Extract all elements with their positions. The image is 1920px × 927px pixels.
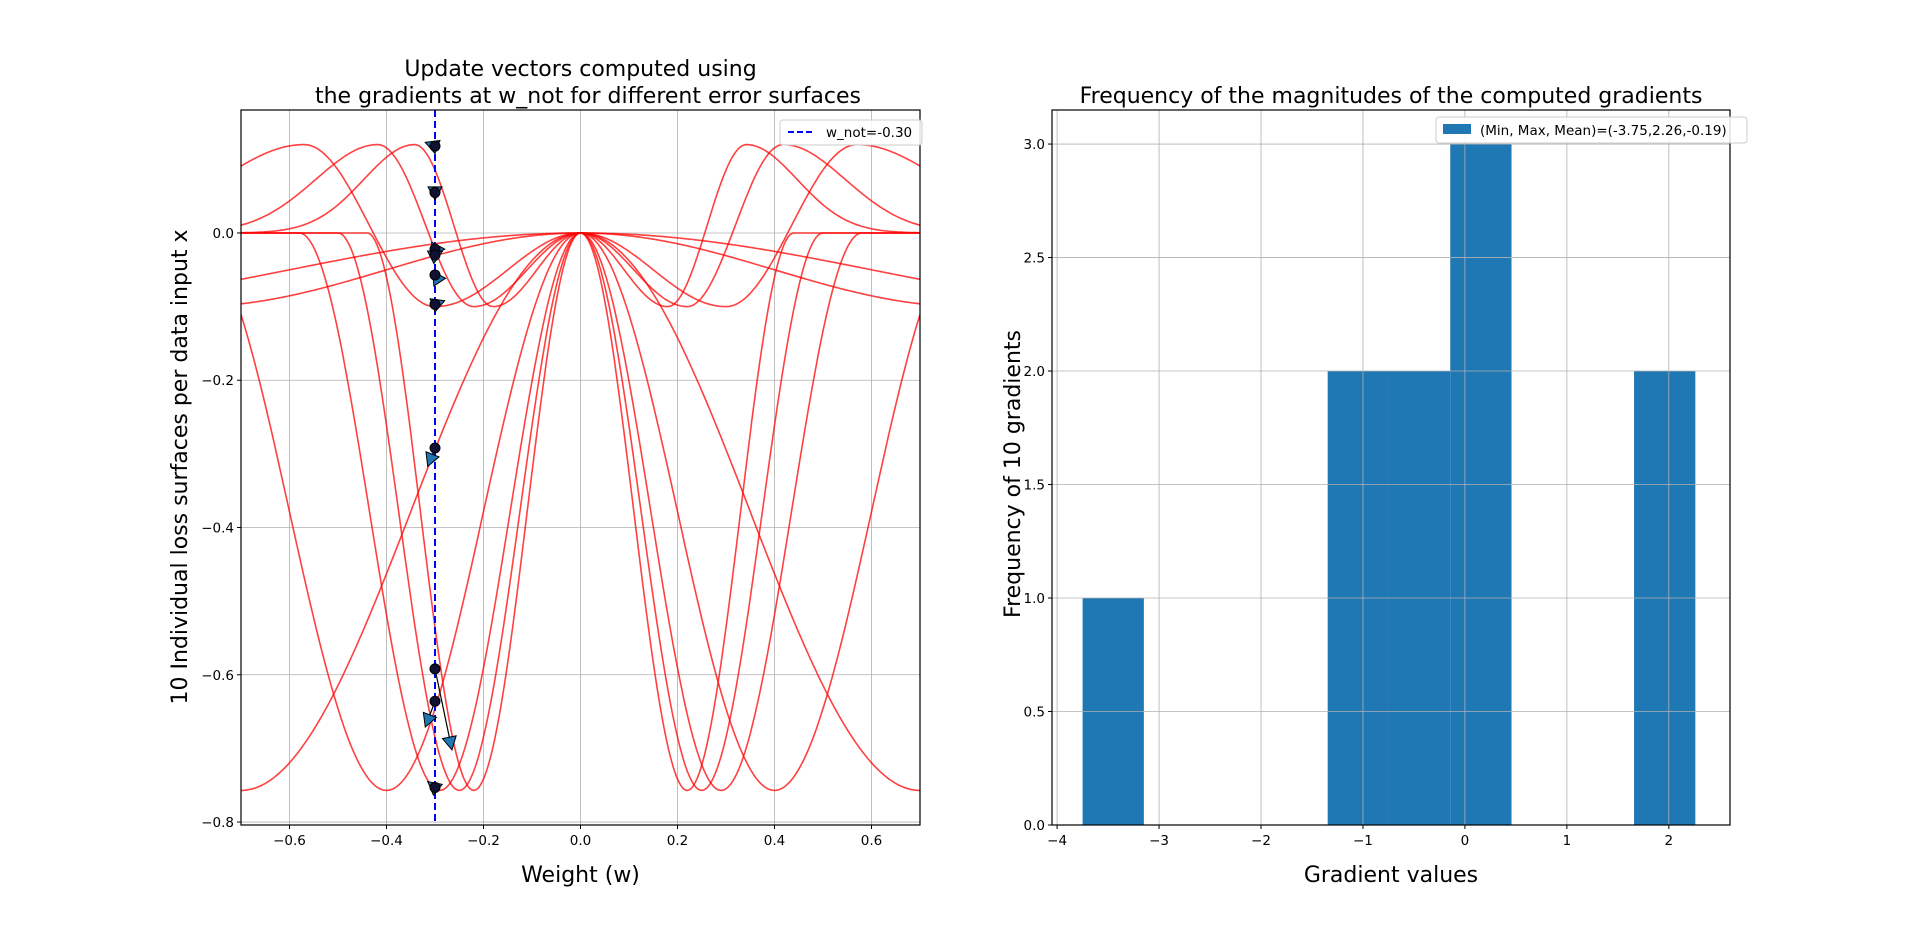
x-tick-label: 0.2 — [667, 833, 688, 849]
left-xlabel: Weight (w) — [521, 863, 640, 888]
x-tick-label: 1 — [1563, 833, 1572, 849]
y-tick-label: −0.4 — [201, 521, 234, 537]
x-tick-label: −0.4 — [370, 833, 403, 849]
x-tick-label: 0 — [1461, 833, 1470, 849]
gradient-point — [429, 695, 441, 707]
gradient-point — [429, 249, 441, 261]
y-tick-label: 2.0 — [1024, 364, 1045, 380]
right-chart-title: Frequency of the magnitudes of the compu… — [1080, 84, 1703, 109]
gradient-point — [429, 140, 441, 152]
x-tick-label: 2 — [1665, 833, 1674, 849]
legend-bar-swatch-icon — [1443, 124, 1471, 134]
x-tick-label: −0.6 — [273, 833, 306, 849]
gradient-histogram-chart: Frequency of the magnitudes of the compu… — [1001, 84, 1748, 888]
loss-surfaces-chart: Update vectors computed using the gradie… — [168, 57, 923, 888]
x-tick-label: −0.2 — [467, 833, 500, 849]
x-tick-label: −4 — [1047, 833, 1067, 849]
left-legend-label: w_not=-0.30 — [826, 125, 912, 141]
gradient-point — [429, 663, 441, 675]
arrow-head-icon — [422, 711, 438, 729]
right-legend-label: (Min, Max, Mean)=(-3.75,2.26,-0.19) — [1480, 123, 1727, 139]
right-xlabel: Gradient values — [1304, 863, 1478, 888]
x-tick-label: 0.0 — [570, 833, 591, 849]
arrow-head-icon — [441, 735, 457, 751]
gradient-point — [429, 781, 441, 793]
y-tick-label: −0.6 — [201, 668, 234, 684]
loss-curves — [240, 143, 921, 792]
y-tick-label: 1.5 — [1024, 478, 1045, 494]
left-grid — [241, 110, 920, 825]
update-vectors — [422, 139, 457, 797]
x-tick-label: −2 — [1251, 833, 1271, 849]
loss-curve — [240, 232, 921, 281]
gradient-point — [429, 442, 441, 454]
x-tick-label: −3 — [1149, 833, 1169, 849]
y-tick-label: 1.0 — [1024, 591, 1045, 607]
y-tick-label: −0.8 — [201, 815, 234, 831]
y-tick-label: 0.5 — [1024, 705, 1045, 721]
x-tick-label: −1 — [1353, 833, 1373, 849]
gradient-point — [429, 298, 441, 310]
x-tick-label: 0.6 — [861, 833, 882, 849]
left-chart-title-line2: the gradients at w_not for different err… — [315, 84, 861, 109]
right-axes-frame — [1051, 109, 1731, 826]
left-ticks: −0.6 −0.4 −0.2 0.0 0.2 0.4 0.6 0.0 −0.2 −0.4 −0.6 −… — [201, 226, 882, 849]
y-tick-label: −0.2 — [201, 373, 234, 389]
right-ticks: −4 −3 −2 −1 0 1 2 0.0 0.5 1.0 1.5 2.0 2.5 3.0 — [1024, 137, 1674, 849]
gradient-point — [429, 269, 441, 281]
x-tick-label: 0.4 — [764, 833, 785, 849]
left-chart-title-line1: Update vectors computed using — [404, 57, 756, 82]
arrow-head-icon — [425, 450, 440, 468]
right-legend: (Min, Max, Mean)=(-3.75,2.26,-0.19) — [1435, 116, 1748, 144]
y-tick-label: 2.5 — [1024, 251, 1045, 267]
right-ylabel: Frequency of 10 gradients — [1001, 330, 1026, 618]
y-tick-label: 0.0 — [213, 226, 234, 242]
gradient-point — [429, 186, 441, 198]
y-tick-label: 0.0 — [1024, 818, 1045, 834]
y-tick-label: 3.0 — [1024, 137, 1045, 153]
left-ylabel: 10 Individual loss surfaces per data inp… — [168, 229, 193, 704]
left-legend: w_not=-0.30 — [779, 119, 923, 146]
